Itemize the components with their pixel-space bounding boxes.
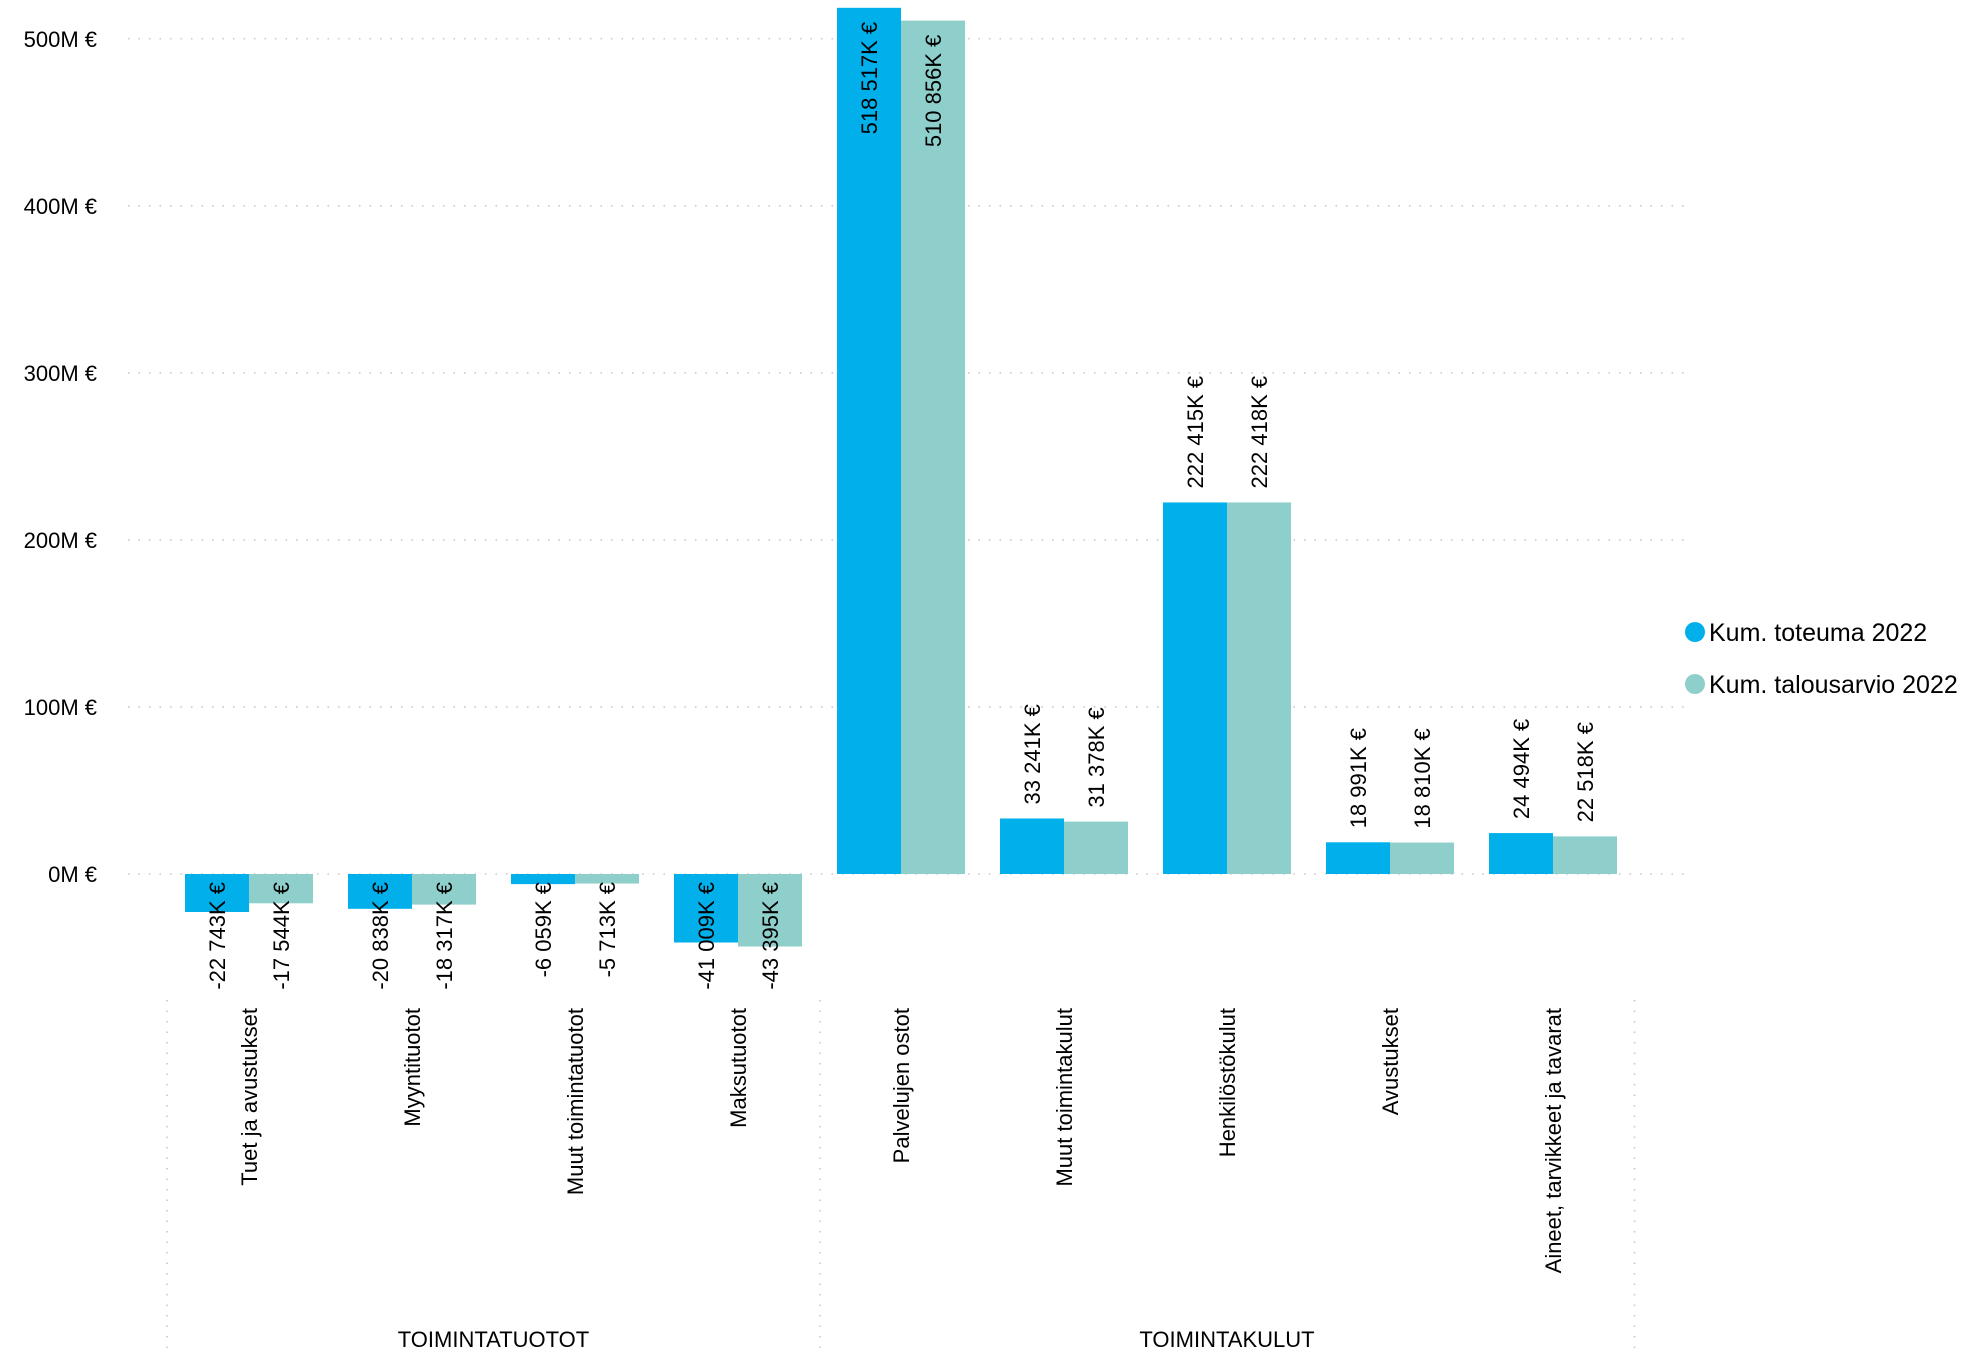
- bar[interactable]: [412, 874, 476, 905]
- y-tick-label: 400M €: [24, 194, 97, 219]
- group-label: TOIMINTATUOTOT: [398, 1327, 589, 1352]
- data-label: 33 241K €: [1020, 704, 1045, 804]
- bar[interactable]: [1227, 502, 1291, 874]
- y-tick-label: 100M €: [24, 695, 97, 720]
- data-label: 222 418K €: [1247, 376, 1272, 489]
- bar[interactable]: [901, 20, 965, 874]
- bar[interactable]: [1163, 502, 1227, 874]
- category-label: Aineet, tarvikkeet ja tavarat: [1541, 1008, 1566, 1273]
- legend-label[interactable]: Kum. toteuma 2022: [1709, 619, 1927, 647]
- y-tick-label: 500M €: [24, 27, 97, 52]
- y-tick-label: 0M €: [48, 862, 97, 887]
- category-label: Avustukset: [1378, 1008, 1403, 1115]
- category-label: Muut toimintakulut: [1052, 1008, 1077, 1187]
- legend-marker: [1685, 674, 1705, 694]
- bar[interactable]: [1390, 842, 1454, 874]
- y-tick-label: 300M €: [24, 361, 97, 386]
- data-label: -6 059K €: [531, 882, 556, 977]
- bar[interactable]: [249, 874, 313, 904]
- data-label: 18 810K €: [1410, 728, 1435, 828]
- legend-label[interactable]: Kum. talousarvio 2022: [1709, 671, 1958, 699]
- data-label: -20 838K €: [368, 882, 393, 990]
- bar[interactable]: [575, 874, 639, 884]
- y-tick-label: 200M €: [24, 528, 97, 553]
- bar[interactable]: [674, 874, 738, 943]
- bar[interactable]: [511, 874, 575, 885]
- category-label: Palvelujen ostot: [889, 1008, 914, 1163]
- bar[interactable]: [1326, 842, 1390, 874]
- bar[interactable]: [837, 7, 901, 875]
- legend-marker: [1685, 622, 1705, 642]
- data-label: 510 856K €: [921, 35, 946, 148]
- data-label: 18 991K €: [1346, 728, 1371, 828]
- data-label: -43 395K €: [758, 882, 783, 990]
- data-label: 24 494K €: [1509, 719, 1534, 819]
- bar[interactable]: [1064, 821, 1128, 874]
- data-label: 222 415K €: [1183, 376, 1208, 489]
- data-label: -17 544K €: [269, 882, 294, 990]
- data-label: -22 743K €: [205, 882, 230, 990]
- category-label: Tuet ja avustukset: [237, 1008, 262, 1186]
- data-label: 31 378K €: [1084, 707, 1109, 807]
- data-label: -5 713K €: [595, 882, 620, 977]
- category-label: Muut toimintatuotot: [563, 1008, 588, 1195]
- data-label: -18 317K €: [432, 882, 457, 990]
- bar[interactable]: [185, 874, 249, 912]
- data-label: -41 009K €: [694, 882, 719, 990]
- bar[interactable]: [1000, 818, 1064, 874]
- bar[interactable]: [738, 874, 802, 947]
- data-label: 22 518K €: [1573, 722, 1598, 822]
- group-label: TOIMINTAKULUT: [1139, 1327, 1314, 1352]
- bar[interactable]: [348, 874, 412, 909]
- bar[interactable]: [1489, 833, 1553, 874]
- bar[interactable]: [1553, 836, 1617, 874]
- category-label: Maksutuotot: [726, 1008, 751, 1128]
- category-label: Henkilöstökulut: [1215, 1008, 1240, 1157]
- data-label: 518 517K €: [857, 22, 882, 135]
- category-label: Myyntituotot: [400, 1008, 425, 1127]
